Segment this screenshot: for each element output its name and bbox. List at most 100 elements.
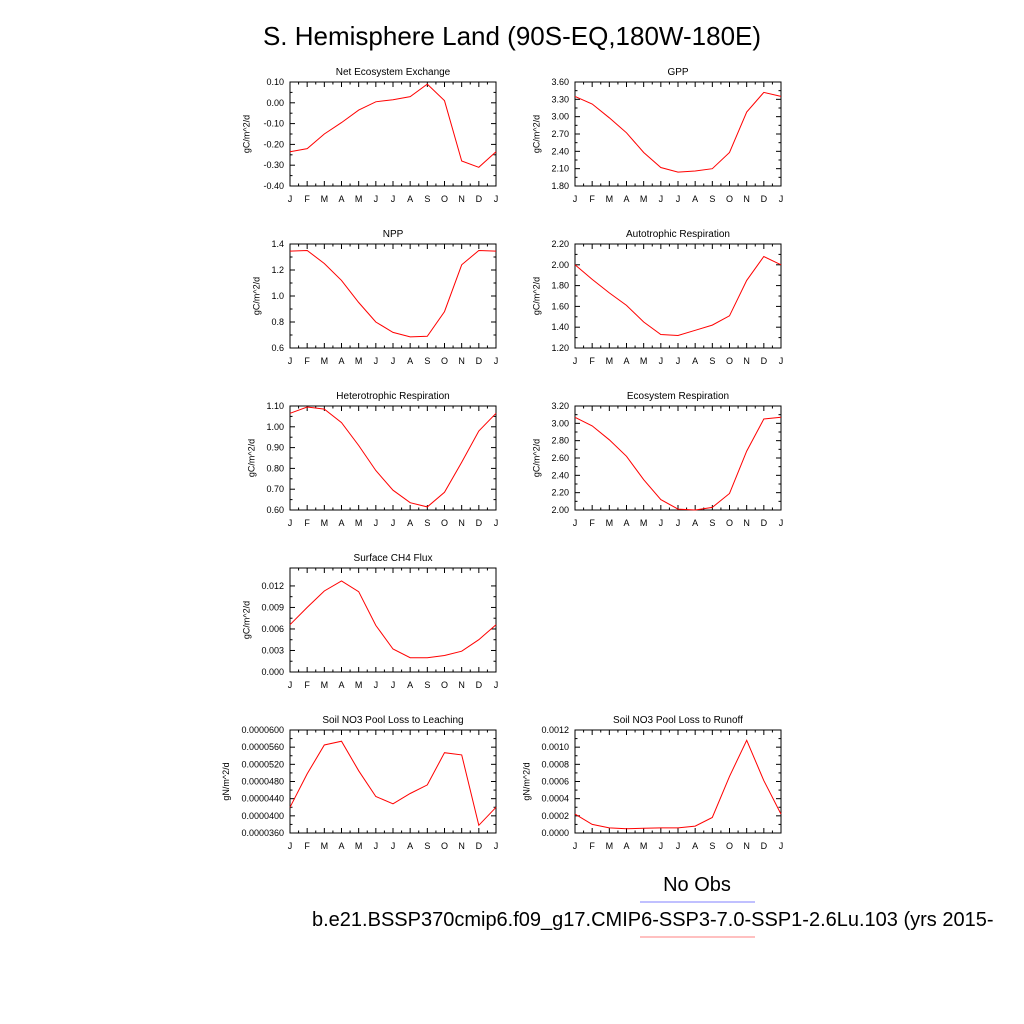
heterotrophic-respiration-xtick-label: J [494,518,499,528]
surface-ch4-flux-xtick-label: J [391,680,396,690]
autotrophic-respiration-xtick-label: F [589,356,595,366]
net-ecosystem-exchange-ytick-label: 0.00 [266,98,284,108]
npp-xtick-label: S [424,356,430,366]
heterotrophic-respiration-frame [289,405,497,511]
gpp-ytick-label: 2.40 [551,146,569,156]
soil-no3-pool-loss-to-runoff-series-line [574,739,782,830]
ecosystem-respiration-ytick-label: 2.00 [551,505,569,515]
autotrophic-respiration-xtick-label: M [640,356,648,366]
main-title: S. Hemisphere Land (90S-EQ,180W-180E) [263,21,761,51]
ecosystem-respiration-xtick-label: M [640,518,648,528]
autotrophic-respiration-ytick-label: 1.40 [551,322,569,332]
net-ecosystem-exchange-ylabel: gC/m^2/d [242,115,252,153]
ecosystem-respiration-xtick-label: J [676,518,681,528]
heterotrophic-respiration-xtick-label: M [321,518,329,528]
net-ecosystem-exchange-xtick-label: O [441,194,448,204]
net-ecosystem-exchange-xtick-label: J [391,194,396,204]
gpp-xtick-label: F [589,194,595,204]
net-ecosystem-exchange-xtick-label: N [458,194,465,204]
net-ecosystem-exchange-xtick-label: M [321,194,329,204]
gpp-frame [574,81,782,187]
soil-no3-pool-loss-to-runoff-xtick-label: M [606,841,614,851]
autotrophic-respiration-xtick-label: A [623,356,629,366]
net-ecosystem-exchange-ytick-label: -0.40 [263,181,284,191]
soil-no3-pool-loss-to-runoff-ytick-label: 0.0000 [541,828,569,838]
soil-no3-pool-loss-to-runoff-ylabel: gN/m^2/d [521,762,531,800]
autotrophic-respiration-xtick-label: M [606,356,614,366]
gpp-xtick-label: S [709,194,715,204]
gpp-xtick-label: O [726,194,733,204]
heterotrophic-respiration-ylabel: gC/m^2/d [247,439,257,477]
legend-obs-label: No Obs [663,874,731,896]
npp-xtick-label: N [458,356,465,366]
npp-ytick-label: 1.4 [271,239,284,249]
net-ecosystem-exchange-title: Net Ecosystem Exchange [336,67,451,78]
surface-ch4-flux-xtick-label: F [304,680,310,690]
gpp-ytick-label: 3.60 [551,77,569,87]
gpp-ytick-label: 2.10 [551,164,569,174]
soil-no3-pool-loss-to-leaching-xtick-label: M [321,841,329,851]
ecosystem-respiration-xtick-label: J [659,518,664,528]
heterotrophic-respiration-xtick-label: J [374,518,379,528]
gpp-ytick-label: 3.00 [551,112,569,122]
soil-no3-pool-loss-to-leaching-series-line [289,740,497,827]
autotrophic-respiration-title: Autotrophic Respiration [626,229,730,240]
autotrophic-respiration-ytick-label: 2.20 [551,239,569,249]
net-ecosystem-exchange-xtick-label: S [424,194,430,204]
soil-no3-pool-loss-to-leaching-xtick-label: J [288,841,293,851]
heterotrophic-respiration-title: Heterotrophic Respiration [336,391,449,402]
soil-no3-pool-loss-to-leaching-frame [289,729,497,834]
autotrophic-respiration-frame [574,243,782,349]
soil-no3-pool-loss-to-leaching-xtick-label: A [338,841,344,851]
surface-ch4-flux-series-line [289,580,497,659]
net-ecosystem-exchange-ytick-label: -0.10 [263,119,284,129]
npp-ylabel: gC/m^2/d [252,277,262,315]
net-ecosystem-exchange-xtick-label: A [407,194,413,204]
gpp-xtick-label: N [743,194,750,204]
soil-no3-pool-loss-to-runoff-ytick-label: 0.0010 [541,742,569,752]
surface-ch4-flux-xtick-label: A [338,680,344,690]
soil-no3-pool-loss-to-leaching-xtick-label: D [476,841,483,851]
surface-ch4-flux-xtick-label: N [458,680,465,690]
heterotrophic-respiration-series-line [289,406,497,508]
surface-ch4-flux-xtick-label: A [407,680,413,690]
autotrophic-respiration-xtick-label: J [659,356,664,366]
net-ecosystem-exchange-xtick-label: M [355,194,363,204]
net-ecosystem-exchange-xtick-label: J [288,194,293,204]
npp-xtick-label: O [441,356,448,366]
surface-ch4-flux-xtick-label: S [424,680,430,690]
soil-no3-pool-loss-to-leaching-xtick-label: N [458,841,465,851]
soil-no3-pool-loss-to-runoff-xtick-label: S [709,841,715,851]
soil-no3-pool-loss-to-leaching-xtick-label: O [441,841,448,851]
soil-no3-pool-loss-to-leaching-ytick-label: 0.0000520 [241,759,284,769]
soil-no3-pool-loss-to-leaching-xtick-label: M [355,841,363,851]
soil-no3-pool-loss-to-runoff-xtick-label: N [743,841,750,851]
npp-title: NPP [383,229,404,240]
ecosystem-respiration-xtick-label: D [761,518,768,528]
npp-ytick-label: 1.0 [271,291,284,301]
surface-ch4-flux-xtick-label: J [374,680,379,690]
surface-ch4-flux-title: Surface CH4 Flux [354,553,433,564]
gpp-xtick-label: M [606,194,614,204]
gpp-ytick-label: 3.30 [551,94,569,104]
npp-xtick-label: J [288,356,293,366]
gpp-xtick-label: D [761,194,768,204]
surface-ch4-flux-frame [289,567,497,673]
gpp-series-line [574,91,782,173]
surface-ch4-flux-ytick-label: 0.006 [261,624,284,634]
heterotrophic-respiration-ytick-label: 1.10 [266,401,284,411]
heterotrophic-respiration-xtick-label: D [476,518,483,528]
heterotrophic-respiration-xtick-label: J [288,518,293,528]
heterotrophic-respiration-xtick-label: A [407,518,413,528]
soil-no3-pool-loss-to-leaching-ytick-label: 0.0000360 [241,828,284,838]
npp-xtick-label: M [321,356,329,366]
ecosystem-respiration-ytick-label: 2.20 [551,488,569,498]
soil-no3-pool-loss-to-runoff-xtick-label: F [589,841,595,851]
ecosystem-respiration-xtick-label: F [589,518,595,528]
npp-series-line [289,249,497,338]
autotrophic-respiration-ytick-label: 1.80 [551,281,569,291]
